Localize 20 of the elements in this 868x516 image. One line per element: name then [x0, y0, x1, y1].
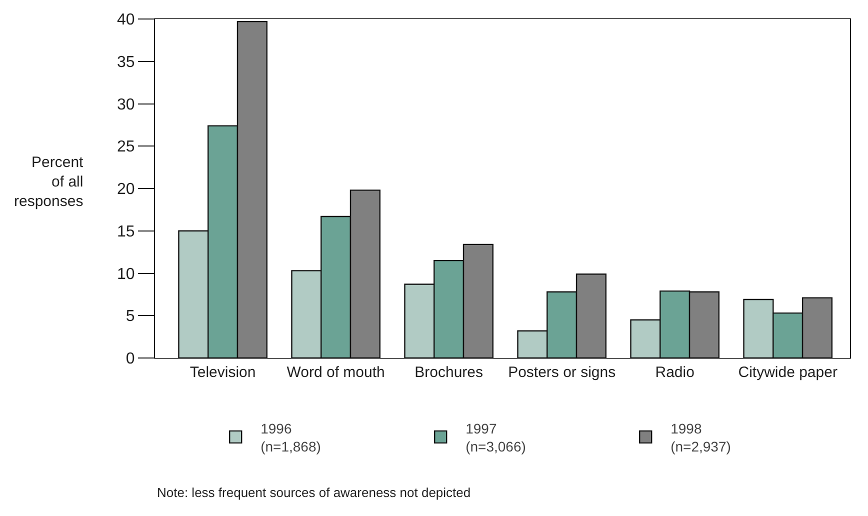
y-tick-label: 5 — [126, 308, 135, 326]
y-tick-label: 40 — [117, 12, 135, 29]
x-tick-label: Brochures — [414, 364, 484, 381]
y-axis-title: Percent of all responses — [14, 154, 84, 210]
legend-label: 1997 (n=3,066) — [466, 420, 526, 454]
y-tick-label: 15 — [117, 223, 135, 240]
x-tick-label: Citywide paper — [738, 364, 838, 381]
y-tick-label: 35 — [117, 54, 135, 71]
text: Note: less frequent sources of awareness not depicted — [157, 485, 471, 500]
legend-label: 1998 (n=2,937) — [670, 420, 731, 454]
x-tick-label: Posters or signs — [508, 364, 616, 381]
y-tick-label: 20 — [117, 181, 135, 198]
y-tick-label: 25 — [117, 138, 135, 156]
y-tick-label: 0 — [126, 350, 135, 368]
x-tick-label: Word of mouth — [286, 364, 385, 381]
legend-label: 1996 (n=1,868) — [260, 420, 321, 454]
x-tick-label: Television — [190, 364, 256, 381]
y-tick-label: 10 — [117, 266, 135, 283]
y-tick-label: 30 — [117, 96, 135, 114]
x-tick-label: Radio — [655, 364, 694, 381]
